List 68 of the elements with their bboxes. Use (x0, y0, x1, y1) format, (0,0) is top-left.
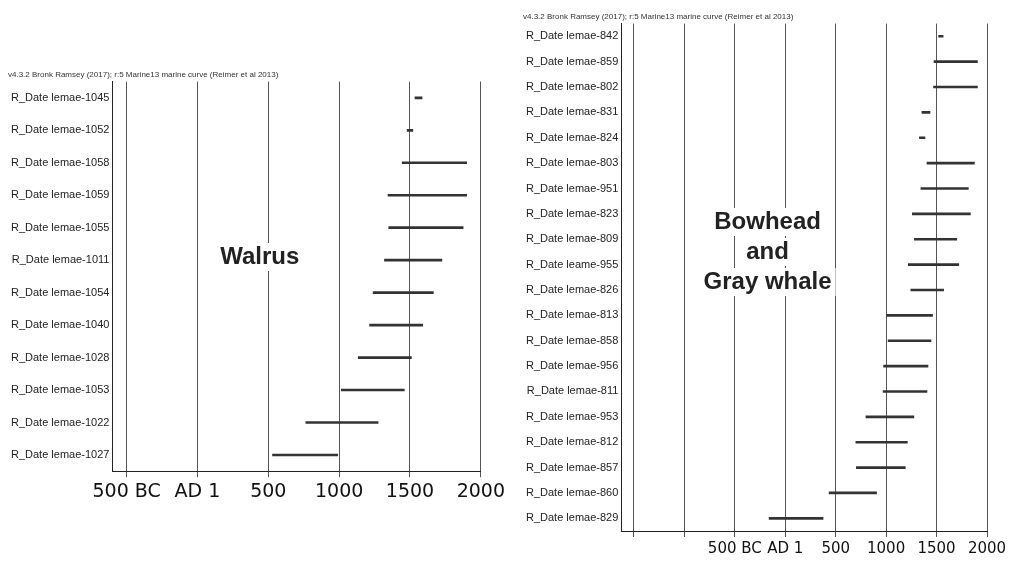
y-tick-label: R_Date lemae-951 (525, 181, 619, 194)
x-tick-label: 1000 (314, 478, 364, 501)
y-tick-label: R_Date lemae-1045 (10, 90, 110, 103)
bar (921, 111, 931, 114)
bar (305, 421, 379, 424)
x-tick-label: 2000 (967, 538, 1007, 557)
bar (920, 187, 969, 190)
y-tick-label: R_Date leame-955 (525, 257, 619, 270)
y-tick-label: R_Date lemae-802 (525, 80, 619, 93)
bar (855, 440, 908, 444)
annotation: Walrus (220, 241, 300, 269)
bar (933, 60, 978, 63)
y-tick-label: R_Date lemae-826 (525, 283, 619, 296)
annotation: Bowhead and Gray whale (703, 206, 832, 294)
bar (387, 193, 467, 197)
x-tick-label: AD 1 (174, 478, 221, 501)
x-tick-label: 500 BC (92, 478, 161, 501)
x-tick-label: AD 1 (767, 538, 804, 557)
y-tick-label: R_Date lemae-813 (525, 308, 619, 321)
y-tick-label: R_Date lemae-812 (525, 435, 619, 448)
y-tick-label: R_Date lemae-803 (525, 156, 619, 169)
y-tick-label: R_Date lemae-824 (525, 130, 619, 143)
y-tick-label: R_Date lemae-829 (525, 511, 619, 524)
y-tick-label: R_Date lemae-1055 (10, 220, 110, 233)
chart-title: v4.3.2 Bronk Ramsey (2017); r:5 Marine13 marine curve (Reimer et al 2013) (8, 70, 279, 79)
y-tick-label: R_Date lemae-860 (525, 485, 619, 498)
y-tick-label: R_Date lemae-831 (525, 105, 619, 118)
bar (372, 291, 434, 294)
y-tick-label: R_Date lemae-842 (525, 29, 619, 42)
y-tick-label: R_Date lemae-953 (525, 409, 619, 422)
bar (856, 466, 906, 469)
bar (887, 339, 932, 343)
bar (919, 136, 926, 140)
bar (914, 237, 958, 241)
y-tick-label: R_Date lemae-1040 (10, 318, 110, 331)
y-tick-label: R_Date lemae-858 (525, 333, 619, 346)
y-tick-label: R_Date lemae-1058 (10, 155, 110, 168)
x-tick-label: 500 (821, 538, 851, 557)
bar (768, 516, 824, 520)
y-tick-label: R_Date lemae-1028 (10, 350, 110, 363)
y-tick-label: R_Date lemae-956 (525, 359, 619, 372)
bar (388, 226, 464, 230)
bar (882, 390, 928, 393)
y-tick-label: R_Date lemae-1054 (10, 285, 110, 298)
y-tick-label: R_Date lemae-857 (525, 460, 619, 473)
x-tick-label: 1000 (867, 538, 906, 557)
x-tick-label: 500 BC (707, 538, 762, 557)
y-tick-label: R_Date lemae-1027 (10, 448, 110, 460)
chart-title: v4.3.2 Bronk Ramsey (2017); r:5 Marine13 marine curve (Reimer et al 2013) (523, 12, 794, 21)
bar (938, 34, 944, 38)
y-tick-label: R_Date lemae-1059 (10, 188, 110, 201)
x-tick-label: 1500 (917, 538, 956, 557)
x-tick-label: 2000 (456, 478, 505, 501)
bar (907, 263, 960, 266)
x-tick-label: 1500 (385, 478, 435, 501)
bar (406, 128, 414, 132)
bar (886, 314, 933, 317)
bar (401, 161, 467, 165)
y-tick-label: R_Date lemae-811 (526, 384, 619, 397)
y-tick-label: R_Date lemae-1053 (10, 383, 110, 396)
y-tick-label: R_Date lemae-1052 (10, 123, 110, 136)
bar (357, 356, 412, 359)
y-tick-label: R_Date lemae-1011 (11, 253, 110, 266)
y-tick-label: R_Date lemae-859 (525, 54, 619, 67)
y-tick-label: R_Date lemae-809 (525, 232, 619, 245)
y-tick-label: R_Date lemae-1022 (10, 415, 110, 428)
y-tick-label: R_Date lemae-823 (525, 206, 619, 219)
x-tick-label: 500 (250, 478, 287, 501)
